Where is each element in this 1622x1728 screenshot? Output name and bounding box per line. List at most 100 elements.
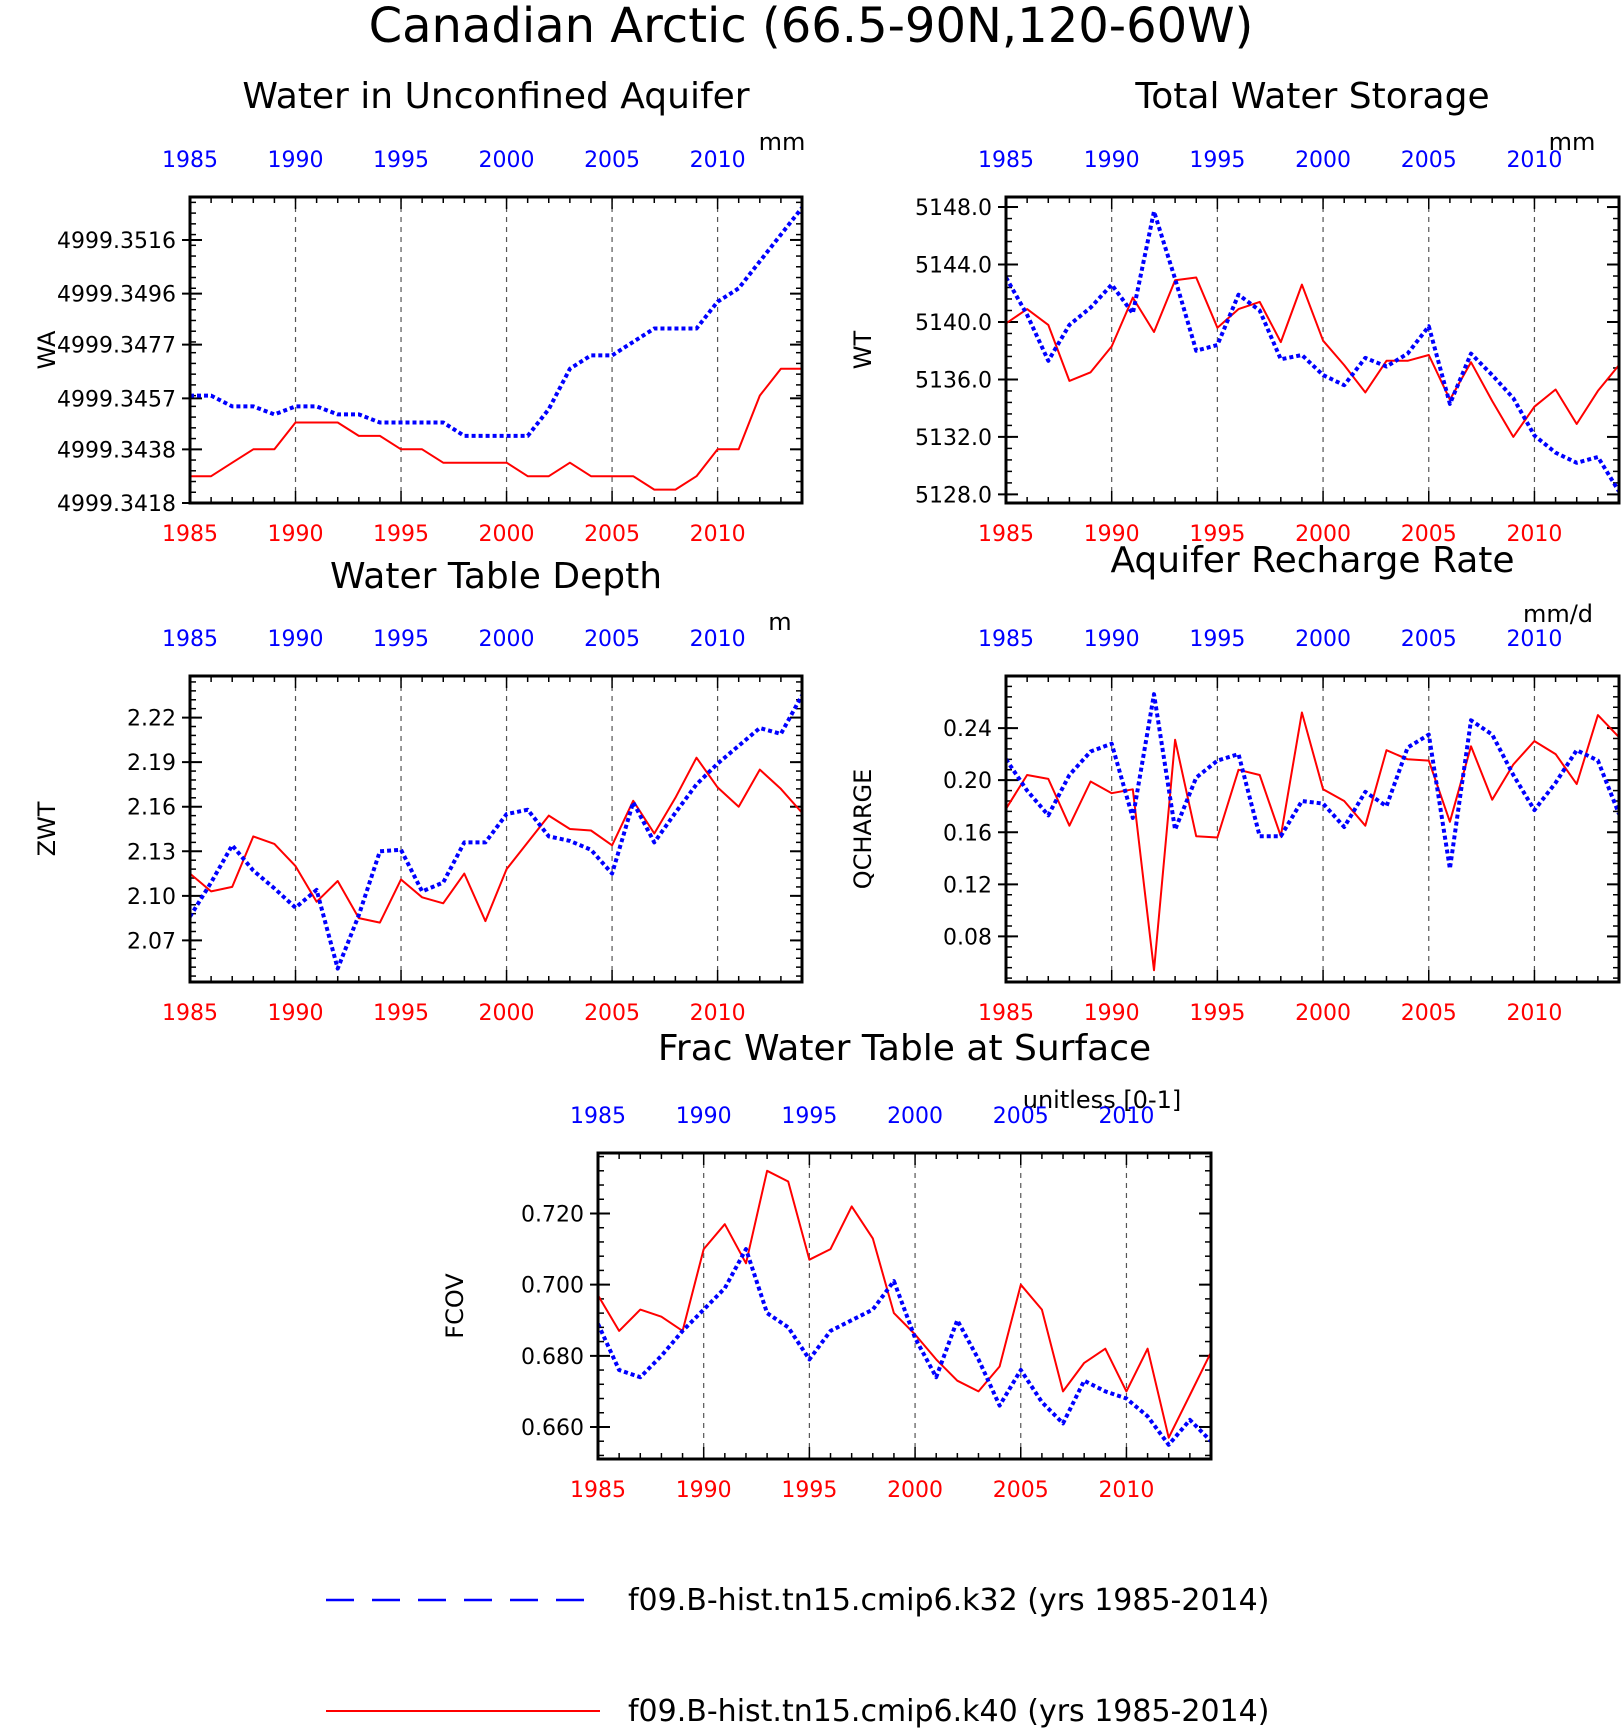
x-tick-label-top: 2010 [690,148,746,173]
series-line-k32 [1006,692,1619,871]
chart-title: Water Table Depth [330,556,662,597]
units-label: unitless [0-1] [1023,1086,1182,1114]
x-tick-label-top: 2000 [1295,148,1351,173]
x-tick-label-bottom: 2000 [1295,1001,1351,1026]
x-tick-label-top: 1990 [268,148,324,173]
y-tick-label: 5144.0 [915,254,992,279]
y-tick-label: 0.700 [521,1274,584,1299]
series-group [1006,692,1619,972]
chart-title: Total Water Storage [1134,76,1489,117]
y-tick-label: 5136.0 [915,368,992,393]
y-tick-label: 2.07 [127,929,176,954]
series-group [190,206,802,491]
y-tick-label: 0.24 [943,717,992,742]
x-tick-label-bottom: 1985 [162,1001,218,1026]
x-tick-label-top: 1995 [373,148,429,173]
units-label: m [768,608,791,636]
series-line-k40 [1006,711,1619,972]
x-tick-label-top: 1985 [162,148,218,173]
y-tick-label: 4999.3496 [57,283,176,308]
x-tick-label-top: 1995 [1189,627,1245,652]
x-tick-label-bottom: 1995 [781,1478,837,1503]
y-tick-label: 2.16 [127,796,176,821]
y-tick-label: 4999.3418 [57,492,176,517]
y-tick-label: 5148.0 [915,196,992,221]
x-tick-label-top: 2010 [690,627,746,652]
x-tick-label-top: 1990 [1084,148,1140,173]
series-group [598,1169,1211,1447]
y-tick-label: 2.13 [127,840,176,865]
x-tick-label-top: 1985 [570,1104,626,1129]
x-tick-label-bottom: 2000 [479,522,535,547]
x-tick-label-bottom: 2010 [690,522,746,547]
x-tick-label-bottom: 1985 [162,522,218,547]
x-tick-label-top: 2000 [887,1104,943,1129]
y-tick-label: 5132.0 [915,426,992,451]
x-tick-label-bottom: 1985 [570,1478,626,1503]
y-tick-label: 4999.3516 [57,229,176,254]
chart-title: Frac Water Table at Surface [658,1028,1151,1069]
x-tick-label-top: 2010 [1506,148,1562,173]
y-axis-label: WT [849,330,877,369]
legend-label: f09.B-hist.tn15.cmip6.k32 (yrs 1985-2014… [628,1583,1269,1618]
y-tick-label: 4999.3457 [57,387,176,412]
chart-panels: Water in Unconfined Aquifer mm 1985 1985 199… [33,76,1621,1503]
x-tick-label-top: 2005 [1401,627,1457,652]
x-tick-label-bottom: 2010 [1098,1478,1154,1503]
x-tick-label-bottom: 1990 [268,522,324,547]
y-axis-label: WA [33,330,61,369]
x-tick-label-top: 2005 [1401,148,1457,173]
x-tick-label-bottom: 2010 [690,1001,746,1026]
x-tick-label-bottom: 2000 [479,1001,535,1026]
x-tick-label-bottom: 2000 [887,1478,943,1503]
plot-frame [1004,195,1621,505]
x-tick-label-top: 1985 [978,627,1034,652]
x-tick-label-bottom: 1995 [373,1001,429,1026]
x-tick-label-bottom: 1995 [373,522,429,547]
x-tick-label-top: 2000 [479,148,535,173]
chart-title: Water in Unconfined Aquifer [242,76,749,117]
x-tick-label-bottom: 2005 [993,1478,1049,1503]
y-tick-label: 0.20 [943,769,992,794]
series-line-k32 [598,1247,1211,1447]
y-tick-label: 0.660 [521,1416,584,1441]
y-tick-label: 0.16 [943,821,992,846]
x-tick-label-bottom: 2000 [1295,522,1351,547]
chart-panel: Water in Unconfined Aquifer mm 1985 1985 199… [33,76,805,547]
units-label: mm [759,128,806,156]
x-tick-label-bottom: 1985 [978,1001,1034,1026]
x-tick-label-bottom: 1995 [1189,1001,1245,1026]
x-tick-label-bottom: 1995 [1189,522,1245,547]
x-tick-label-bottom: 2005 [1401,1001,1457,1026]
x-tick-label-top: 1995 [781,1104,837,1129]
x-tick-label-top: 1995 [373,627,429,652]
x-tick-label-top: 1990 [1084,627,1140,652]
y-tick-label: 0.680 [521,1345,584,1370]
x-tick-label-top: 2000 [1295,627,1351,652]
units-label: mm/d [1523,600,1593,628]
units-label: mm [1549,128,1596,156]
y-tick-label: 2.19 [127,751,176,776]
x-tick-label-top: 1985 [162,627,218,652]
chart-panel: Aquifer Recharge Rate mm/d 1985 1985 1990 199… [849,540,1621,1026]
y-tick-label: 2.10 [127,885,176,910]
page-title: Canadian Arctic (66.5-90N,120-60W) [369,0,1254,54]
y-tick-label: 4999.3438 [57,438,176,463]
chart-panel: Total Water Storage mm 1985 1985 1990 1990 199… [849,76,1621,547]
y-tick-label: 4999.3477 [57,334,176,359]
series-line-k40 [1006,276,1619,438]
series-line-k40 [598,1169,1211,1439]
plot-frame [596,1151,1213,1461]
x-tick-label-top: 2010 [1098,1104,1154,1129]
y-tick-label: 5140.0 [915,311,992,336]
y-tick-label: 0.12 [943,873,992,898]
x-tick-label-top: 1995 [1189,148,1245,173]
x-tick-label-bottom: 2010 [1506,522,1562,547]
chart-panel: Frac Water Table at Surface unitless [0-1… [441,1028,1213,1503]
series-line-k32 [190,206,802,438]
x-tick-label-bottom: 2005 [584,1001,640,1026]
x-tick-label-bottom: 1990 [1084,1001,1140,1026]
y-axis-label: QCHARGE [849,769,877,890]
plot-frame [1004,674,1621,984]
y-tick-label: 2.22 [127,707,176,732]
